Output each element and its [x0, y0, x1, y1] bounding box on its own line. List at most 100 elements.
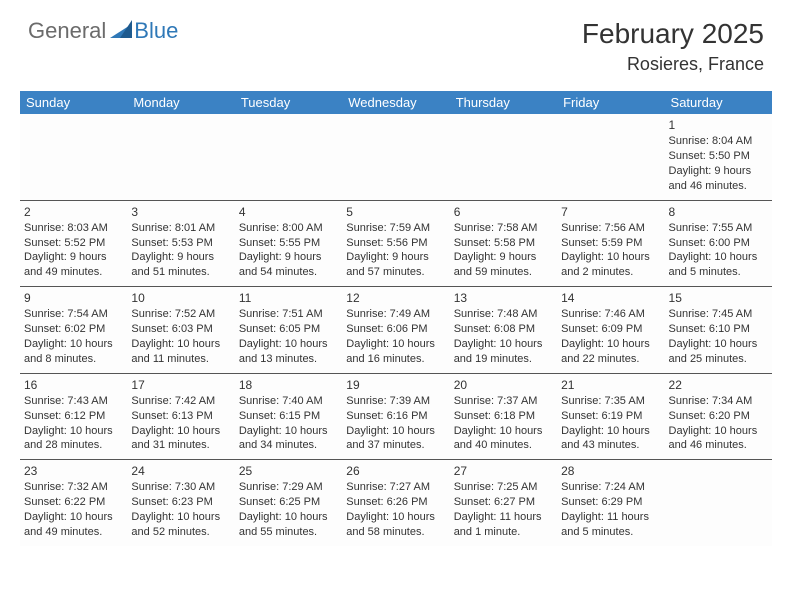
- daylight-text: and 40 minutes.: [454, 438, 553, 453]
- daylight-text: and 34 minutes.: [239, 438, 338, 453]
- calendar-day-cell: 8Sunrise: 7:55 AMSunset: 6:00 PMDaylight…: [665, 200, 772, 287]
- calendar-day-cell: 14Sunrise: 7:46 AMSunset: 6:09 PMDayligh…: [557, 287, 664, 374]
- daylight-text: and 46 minutes.: [669, 438, 768, 453]
- day-number: 22: [669, 377, 768, 393]
- daylight-text: Daylight: 10 hours: [561, 424, 660, 439]
- sunset-text: Sunset: 6:15 PM: [239, 409, 338, 424]
- weekday-header: Saturday: [665, 91, 772, 114]
- calendar-day-cell: 23Sunrise: 7:32 AMSunset: 6:22 PMDayligh…: [20, 460, 127, 546]
- daylight-text: and 31 minutes.: [131, 438, 230, 453]
- calendar-day-cell: 22Sunrise: 7:34 AMSunset: 6:20 PMDayligh…: [665, 373, 772, 460]
- daylight-text: Daylight: 10 hours: [131, 337, 230, 352]
- day-number: 19: [346, 377, 445, 393]
- calendar-day-cell: 7Sunrise: 7:56 AMSunset: 5:59 PMDaylight…: [557, 200, 664, 287]
- sunrise-text: Sunrise: 7:40 AM: [239, 394, 338, 409]
- daylight-text: Daylight: 10 hours: [669, 337, 768, 352]
- sunrise-text: Sunrise: 7:55 AM: [669, 221, 768, 236]
- sunrise-text: Sunrise: 7:52 AM: [131, 307, 230, 322]
- sunset-text: Sunset: 6:23 PM: [131, 495, 230, 510]
- calendar-day-cell: 13Sunrise: 7:48 AMSunset: 6:08 PMDayligh…: [450, 287, 557, 374]
- brand-logo: General Blue: [28, 18, 178, 44]
- day-number: 23: [24, 463, 123, 479]
- calendar-day-cell: 26Sunrise: 7:27 AMSunset: 6:26 PMDayligh…: [342, 460, 449, 546]
- daylight-text: and 55 minutes.: [239, 525, 338, 540]
- day-number: 24: [131, 463, 230, 479]
- daylight-text: Daylight: 10 hours: [669, 424, 768, 439]
- sunrise-text: Sunrise: 7:39 AM: [346, 394, 445, 409]
- calendar-day-cell: [450, 114, 557, 200]
- sunset-text: Sunset: 6:12 PM: [24, 409, 123, 424]
- weekday-header: Monday: [127, 91, 234, 114]
- sunset-text: Sunset: 6:25 PM: [239, 495, 338, 510]
- sunset-text: Sunset: 6:22 PM: [24, 495, 123, 510]
- daylight-text: Daylight: 9 hours: [131, 250, 230, 265]
- day-number: 17: [131, 377, 230, 393]
- sunset-text: Sunset: 6:08 PM: [454, 322, 553, 337]
- daylight-text: and 19 minutes.: [454, 352, 553, 367]
- sunset-text: Sunset: 6:06 PM: [346, 322, 445, 337]
- daylight-text: Daylight: 10 hours: [454, 337, 553, 352]
- weekday-header: Thursday: [450, 91, 557, 114]
- daylight-text: Daylight: 10 hours: [346, 424, 445, 439]
- sunrise-text: Sunrise: 7:58 AM: [454, 221, 553, 236]
- daylight-text: and 1 minute.: [454, 525, 553, 540]
- daylight-text: Daylight: 10 hours: [454, 424, 553, 439]
- sunrise-text: Sunrise: 7:48 AM: [454, 307, 553, 322]
- sunset-text: Sunset: 6:03 PM: [131, 322, 230, 337]
- brand-text-blue: Blue: [134, 18, 178, 44]
- day-number: 27: [454, 463, 553, 479]
- daylight-text: and 5 minutes.: [669, 265, 768, 280]
- brand-triangle-icon: [110, 20, 132, 43]
- sunset-text: Sunset: 6:27 PM: [454, 495, 553, 510]
- sunrise-text: Sunrise: 8:01 AM: [131, 221, 230, 236]
- calendar-day-cell: 5Sunrise: 7:59 AMSunset: 5:56 PMDaylight…: [342, 200, 449, 287]
- daylight-text: and 51 minutes.: [131, 265, 230, 280]
- weekday-header: Wednesday: [342, 91, 449, 114]
- calendar-day-cell: 20Sunrise: 7:37 AMSunset: 6:18 PMDayligh…: [450, 373, 557, 460]
- sunset-text: Sunset: 5:53 PM: [131, 236, 230, 251]
- day-number: 11: [239, 290, 338, 306]
- day-number: 1: [669, 117, 768, 133]
- calendar-day-cell: 24Sunrise: 7:30 AMSunset: 6:23 PMDayligh…: [127, 460, 234, 546]
- sunset-text: Sunset: 5:58 PM: [454, 236, 553, 251]
- calendar-week-row: 16Sunrise: 7:43 AMSunset: 6:12 PMDayligh…: [20, 373, 772, 460]
- calendar-table: Sunday Monday Tuesday Wednesday Thursday…: [20, 91, 772, 546]
- sunrise-text: Sunrise: 7:29 AM: [239, 480, 338, 495]
- daylight-text: and 2 minutes.: [561, 265, 660, 280]
- sunset-text: Sunset: 6:13 PM: [131, 409, 230, 424]
- daylight-text: and 58 minutes.: [346, 525, 445, 540]
- sunset-text: Sunset: 6:00 PM: [669, 236, 768, 251]
- day-number: 13: [454, 290, 553, 306]
- daylight-text: and 16 minutes.: [346, 352, 445, 367]
- daylight-text: and 43 minutes.: [561, 438, 660, 453]
- calendar-day-cell: 18Sunrise: 7:40 AMSunset: 6:15 PMDayligh…: [235, 373, 342, 460]
- day-number: 15: [669, 290, 768, 306]
- calendar-day-cell: [557, 114, 664, 200]
- sunrise-text: Sunrise: 7:59 AM: [346, 221, 445, 236]
- day-number: 10: [131, 290, 230, 306]
- sunrise-text: Sunrise: 7:56 AM: [561, 221, 660, 236]
- daylight-text: Daylight: 10 hours: [24, 510, 123, 525]
- sunrise-text: Sunrise: 7:51 AM: [239, 307, 338, 322]
- daylight-text: and 52 minutes.: [131, 525, 230, 540]
- day-number: 25: [239, 463, 338, 479]
- daylight-text: and 5 minutes.: [561, 525, 660, 540]
- weekday-header-row: Sunday Monday Tuesday Wednesday Thursday…: [20, 91, 772, 114]
- sunrise-text: Sunrise: 7:32 AM: [24, 480, 123, 495]
- daylight-text: and 59 minutes.: [454, 265, 553, 280]
- day-number: 8: [669, 204, 768, 220]
- sunset-text: Sunset: 6:18 PM: [454, 409, 553, 424]
- title-block: February 2025 Rosieres, France: [582, 18, 764, 75]
- sunset-text: Sunset: 6:02 PM: [24, 322, 123, 337]
- calendar-day-cell: 11Sunrise: 7:51 AMSunset: 6:05 PMDayligh…: [235, 287, 342, 374]
- daylight-text: Daylight: 9 hours: [669, 164, 768, 179]
- sunset-text: Sunset: 5:50 PM: [669, 149, 768, 164]
- daylight-text: Daylight: 9 hours: [454, 250, 553, 265]
- sunset-text: Sunset: 5:52 PM: [24, 236, 123, 251]
- daylight-text: and 28 minutes.: [24, 438, 123, 453]
- sunset-text: Sunset: 6:10 PM: [669, 322, 768, 337]
- day-number: 4: [239, 204, 338, 220]
- sunset-text: Sunset: 6:09 PM: [561, 322, 660, 337]
- daylight-text: and 54 minutes.: [239, 265, 338, 280]
- sunrise-text: Sunrise: 8:03 AM: [24, 221, 123, 236]
